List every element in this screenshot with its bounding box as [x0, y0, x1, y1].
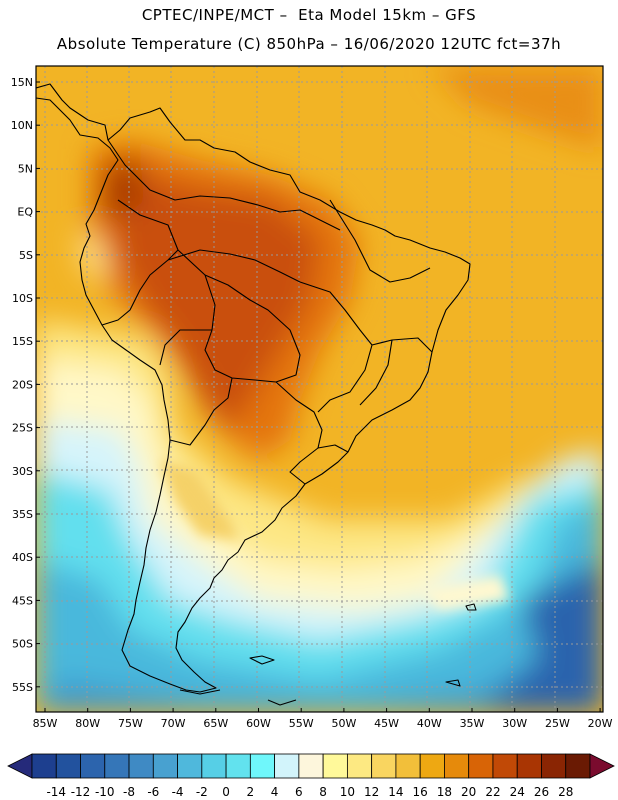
lat-tick-label: 25S [12, 422, 33, 435]
islands [179, 603, 477, 706]
colorbar-label: 16 [413, 785, 428, 799]
colorbar-swatch [31, 753, 57, 779]
colorbar-swatch [468, 753, 494, 779]
colorbar-swatch [419, 753, 445, 779]
lon-tick-label: 35W [460, 717, 485, 730]
lon-tick-label: 50W [331, 717, 356, 730]
colorbar-swatch [371, 753, 397, 779]
colorbar-swatch [177, 753, 203, 779]
colorbar-label: 4 [271, 785, 279, 799]
colorbar-swatch [492, 753, 518, 779]
lon-tick-label: 55W [289, 717, 314, 730]
colorbar-label: 14 [388, 785, 403, 799]
colorbar-label: 18 [437, 785, 452, 799]
colorbar-over-triangle [589, 753, 615, 779]
lon-tick-label: 65W [203, 717, 228, 730]
colorbar-label: 2 [247, 785, 255, 799]
colorbar-label: 22 [485, 785, 500, 799]
colorbar-swatch [201, 753, 227, 779]
lon-tick-label: 40W [417, 717, 442, 730]
colorbar-label: -10 [95, 785, 115, 799]
colorbar-swatch [104, 753, 130, 779]
longitude-axis: 85W 80W 75W 70W 65W 60W 55W 50W 45W 40W 35W 30W 25W 2… [33, 708, 613, 730]
colorbar-label: 24 [510, 785, 525, 799]
map-title-line1: CPTEC/INPE/MCT – Eta Model 15km – GFS [141, 6, 477, 24]
colorbar-label: -2 [196, 785, 208, 799]
colorbar-swatch [128, 753, 154, 779]
lat-tick-label: 10N [11, 119, 33, 132]
country-borders [101, 139, 433, 485]
colorbar-swatch [298, 753, 324, 779]
coastlines-and-borders [36, 83, 477, 706]
colorbar-swatch [249, 753, 276, 779]
colorbar-swatch [152, 753, 178, 779]
colorbar-under-triangle [7, 753, 33, 779]
lon-tick-label: 45W [374, 717, 399, 730]
colorbar-swatch [346, 753, 373, 779]
colorbar-label: 10 [340, 785, 355, 799]
lat-tick-label: 30S [12, 465, 33, 478]
colorbar-label: -8 [123, 785, 135, 799]
colorbar-swatch [444, 753, 470, 779]
lat-tick-label: 5S [19, 249, 33, 262]
lon-tick-label: 60W [246, 717, 271, 730]
lon-tick-label: 30W [502, 717, 527, 730]
lat-tick-label: 15N [11, 76, 33, 89]
lon-tick-label: 70W [161, 717, 186, 730]
lat-tick-label: 5N [18, 162, 33, 175]
lon-tick-label: 25W [545, 717, 570, 730]
colorbar-swatch [395, 753, 421, 779]
lat-tick-label: 55S [12, 681, 33, 694]
colorbar-label: 28 [558, 785, 573, 799]
lon-tick-label: 80W [75, 717, 100, 730]
lat-tick-label: 15S [12, 335, 33, 348]
map-frame [35, 65, 604, 713]
colorbar-label: 8 [319, 785, 327, 799]
colorbar-swatch [55, 753, 81, 779]
colorbar-swatch [225, 753, 251, 779]
map-title-line2: Absolute Temperature (C) 850hPa – 16/06/… [56, 35, 562, 53]
colorbar-swatch [516, 753, 542, 779]
lon-tick-label: 75W [118, 717, 143, 730]
colorbar-swatch [80, 753, 106, 779]
lat-tick-label: 50S [12, 638, 33, 651]
colorbar: -14 -12 -10 -8 -6 -4 -2 0 2 4 6 8 10 12 14 16 18 20 22 24 26… [7, 753, 615, 799]
colorbar-swatch [541, 753, 567, 779]
colorbar-swatch [565, 753, 591, 779]
lat-tick-label: 40S [12, 551, 33, 564]
colorbar-label: -6 [147, 785, 159, 799]
colorbar-label: 20 [461, 785, 476, 799]
lat-tick-label: EQ [17, 206, 33, 219]
colorbar-label: -14 [46, 785, 66, 799]
lat-tick-label: 35S [12, 508, 33, 521]
colorbar-label: 6 [295, 785, 303, 799]
lon-tick-label: 85W [33, 717, 58, 730]
lon-tick-label: 20W [588, 717, 613, 730]
colorbar-swatch [274, 753, 300, 779]
lat-tick-label: 45S [12, 594, 33, 607]
temperature-field [36, 66, 603, 712]
latitude-axis: 15N 10N 5N EQ 5S 10S 15S 20S 25S 30S 35S 40S 45S 50S 5… [11, 76, 40, 694]
colorbar-label: -4 [172, 785, 184, 799]
colorbar-swatch [322, 753, 348, 779]
colorbar-label: 26 [534, 785, 549, 799]
colorbar-label: -12 [71, 785, 91, 799]
colorbar-label: 0 [222, 785, 230, 799]
lat-tick-label: 10S [12, 292, 33, 305]
colorbar-label: 12 [364, 785, 379, 799]
lat-tick-label: 20S [12, 378, 33, 391]
